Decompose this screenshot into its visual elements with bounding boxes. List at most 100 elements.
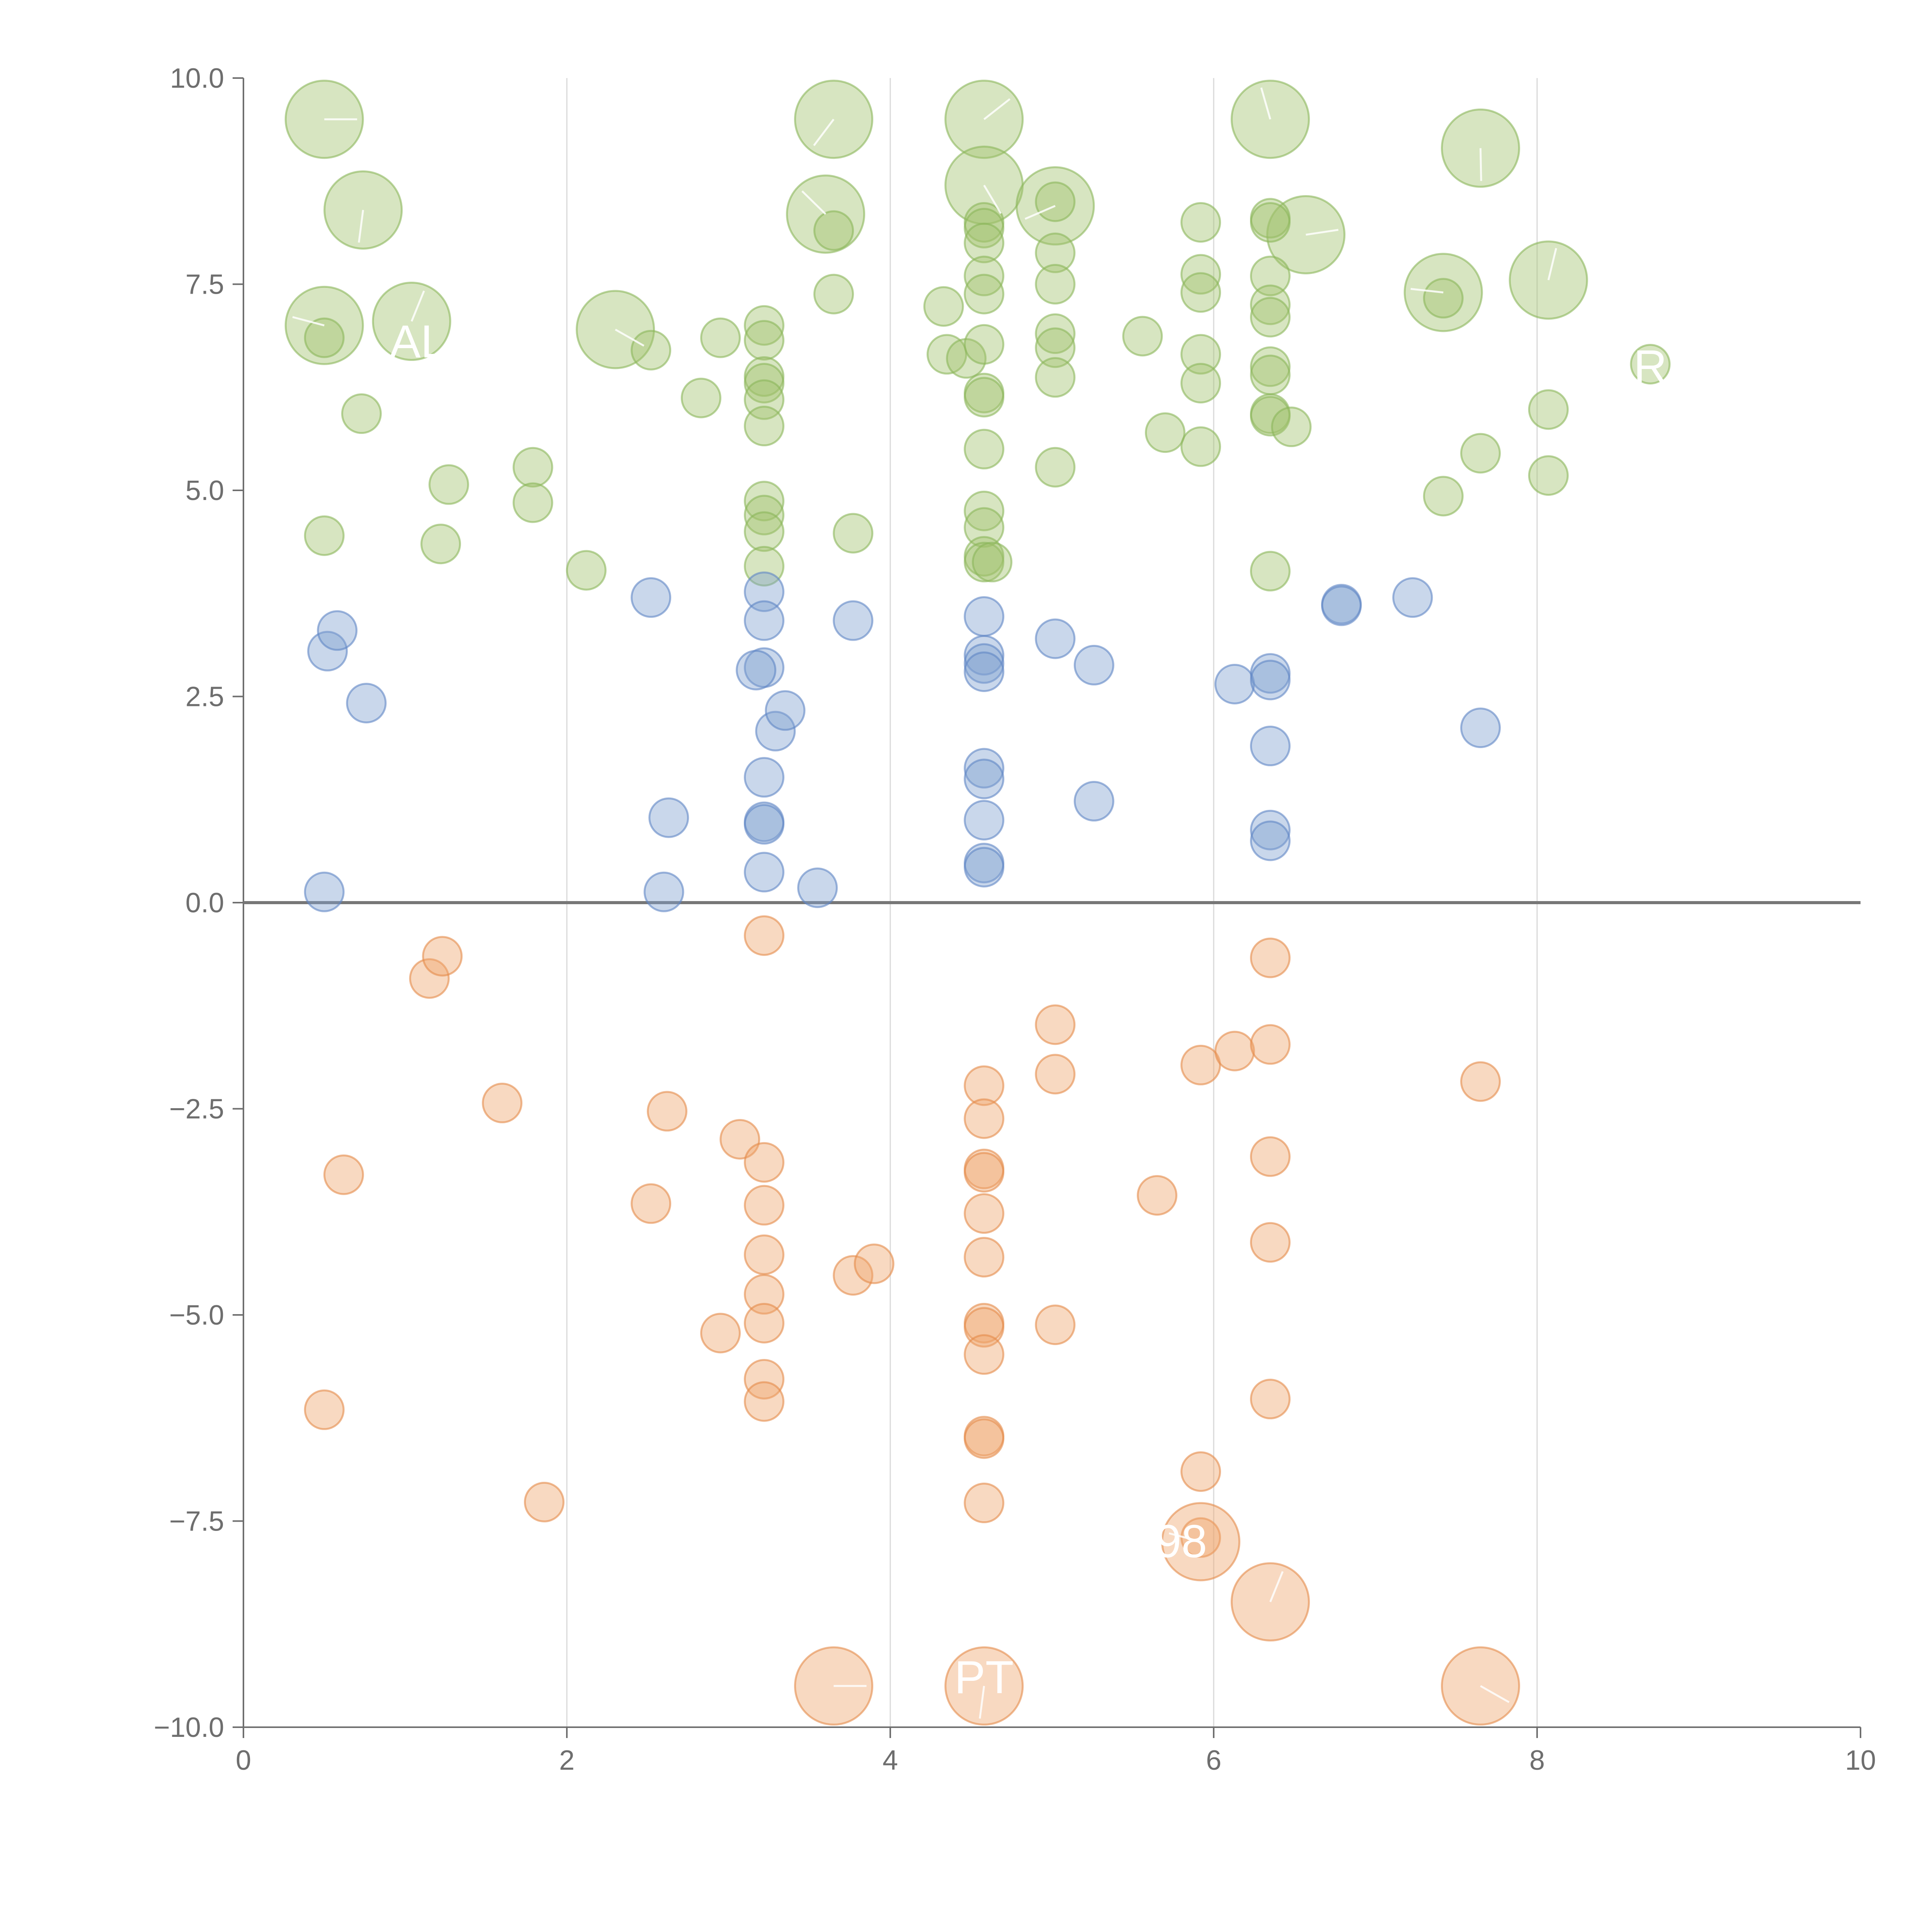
data-point-high [304,515,345,556]
data-point-mid [648,797,689,838]
data-point-low [744,1142,785,1183]
data-point-low [964,1193,1005,1234]
data-point-low [1180,1044,1221,1085]
data-point-high [512,482,553,523]
annotation-label: 98 [1156,1515,1207,1567]
data-point-low [964,1237,1005,1278]
data-point-low [700,1313,741,1354]
annotation-label: R [1634,340,1667,392]
data-point-mid [304,871,345,912]
data-point-mid [755,711,796,752]
y-tick-label: 0.0 [185,888,224,918]
data-point-high [744,406,785,447]
data-point-high [512,447,553,488]
data-point-high [680,378,721,418]
data-point-mid [307,631,348,672]
data-point-mid [1035,618,1076,659]
data-point-low [646,1091,687,1132]
data-point-mid [736,650,777,690]
label-leader-line [1260,87,1271,120]
y-tick-label: −7.5 [169,1506,224,1537]
data-point-high [1035,327,1076,368]
annotations: AL H R 98 PT [292,87,1667,1719]
data-point-high [1250,551,1291,592]
data-point-low [1250,1222,1291,1263]
data-point-mid [964,748,1005,789]
data-point-low [964,1065,1005,1106]
data-point-low [744,1359,785,1400]
data-point-low [1035,1054,1076,1095]
data-point-high [744,363,785,404]
data-point-high [744,305,785,346]
data-point-low [744,1185,785,1226]
y-tick-label: 5.0 [185,475,224,506]
data-point-low [1250,1379,1291,1420]
label-leader-line [1306,229,1338,236]
data-point-high [964,490,1005,531]
data-point-mid [1321,585,1362,626]
data-point-high [1180,254,1221,295]
data-point-high [964,255,1005,296]
data-point-high [1122,316,1163,357]
data-point-low [1250,937,1291,978]
label-leader-line [1410,288,1444,294]
data-point-mid [744,757,785,798]
data-point-mid [964,643,1005,684]
data-point-high [304,317,345,358]
y-tick-label: 2.5 [185,682,224,713]
data-point-high [1180,272,1221,313]
data-point-high [744,481,785,522]
label-leader-line [979,1685,985,1719]
data-point-high [923,286,964,327]
data-point-high [1423,476,1464,517]
y-tick-label: −10.0 [154,1712,224,1743]
data-point-high [1250,396,1291,437]
data-point-high [1035,313,1076,354]
data-point-high [631,330,672,371]
label-leader-line [358,210,364,243]
data-point-high [813,210,854,251]
x-tick-label: 0 [236,1745,251,1776]
data-point-low [964,1334,1005,1375]
data-point-mid [1250,660,1291,701]
data-point-low [744,1234,785,1275]
data-point-low [744,1303,785,1344]
data-point-low [304,1389,345,1430]
data-point-mid [744,571,785,612]
y-tick-label: −5.0 [169,1300,224,1331]
data-point-high [964,377,1005,418]
data-point-low [964,1152,1005,1193]
data-point-low [409,958,450,999]
data-point-mid [744,600,785,641]
data-point-mid [1073,645,1114,685]
data-point-low [1035,1304,1076,1345]
data-point-low [744,1274,785,1315]
label-leader-line [1547,248,1557,281]
data-point-mid [1214,663,1255,704]
data-point-mid [1073,781,1114,822]
data-point-low [833,1255,874,1296]
data-point-high [1035,232,1076,273]
data-point-high [744,495,785,536]
annotation-label: H [1027,519,1061,571]
data-point-low [1460,1061,1501,1102]
data-point-high [1250,297,1291,338]
data-point-mid [1460,707,1501,748]
data-point-high [744,511,785,552]
data-point-mid [1250,726,1291,767]
data-point-low [854,1243,895,1284]
data-point-high [964,507,1005,548]
data-point-mid [833,600,874,641]
data-point-high [1180,426,1221,467]
data-point-mid [1392,577,1433,618]
label-leader-line [1480,1685,1510,1703]
data-point-high [1180,334,1221,375]
label-leader-line [983,98,1011,120]
data-point-low [964,1098,1005,1139]
data-point-mid [643,871,684,912]
data-point-high [972,542,1013,583]
data-point-high [964,207,1005,248]
data-point-mid [964,759,1005,799]
label-leader-line [1024,205,1056,220]
